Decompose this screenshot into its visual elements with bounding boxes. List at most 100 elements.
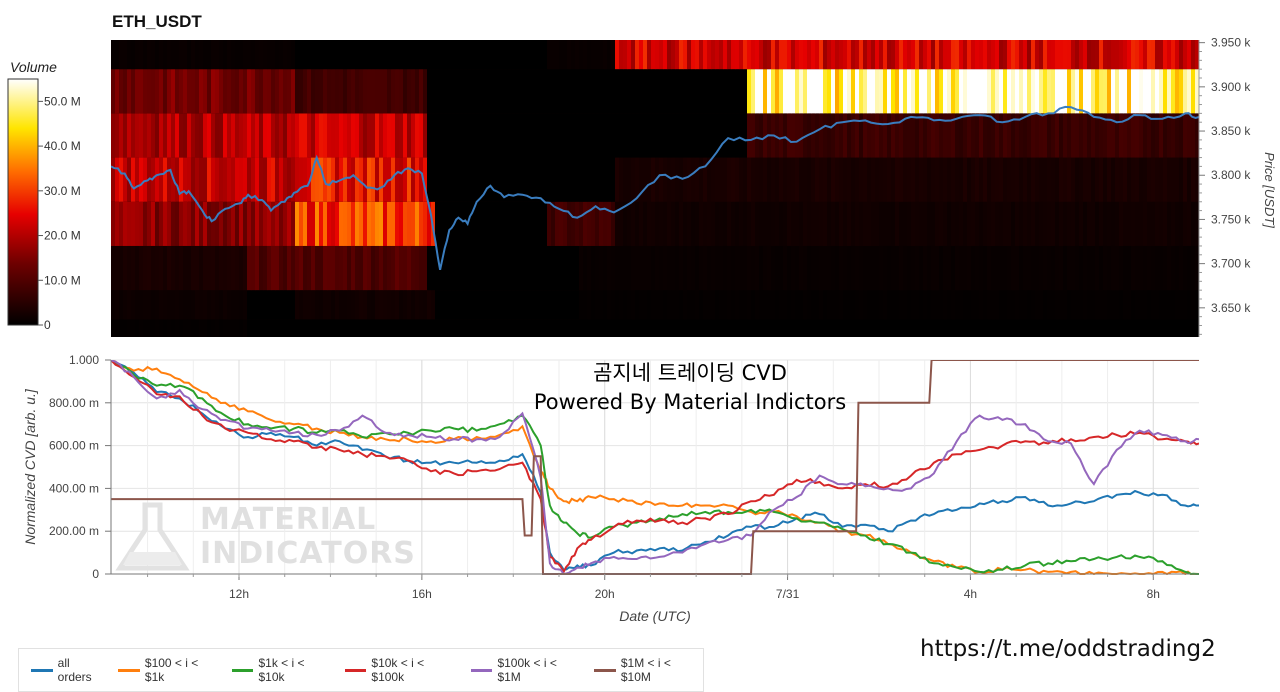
heatmap-cell <box>1111 245 1116 291</box>
heatmap-cell <box>191 290 196 320</box>
heatmap-cell <box>463 290 468 320</box>
heatmap-cell <box>763 290 768 320</box>
price-tick-label: 3.900 k <box>1211 80 1251 94</box>
heatmap-cell <box>467 40 472 70</box>
heatmap-cell <box>767 157 772 202</box>
heatmap-cell <box>1091 245 1096 291</box>
heatmap-cell <box>231 40 236 70</box>
heatmap-cell <box>1127 201 1132 246</box>
heatmap-cell <box>447 245 452 291</box>
heatmap-cell <box>459 40 464 70</box>
heatmap-cell <box>1191 157 1196 202</box>
heatmap-cell <box>1099 69 1104 114</box>
heatmap-cell <box>287 319 292 337</box>
heatmap-cell <box>219 319 224 337</box>
heatmap-cell <box>423 319 428 337</box>
legend-item[interactable]: $100k < i < $1M <box>470 649 582 691</box>
heatmap-cell <box>1159 201 1164 246</box>
legend-swatch <box>118 668 140 672</box>
heatmap-cell <box>647 290 652 320</box>
heatmap-cell <box>543 245 548 291</box>
heatmap-cell <box>523 157 528 202</box>
heatmap-cell <box>447 157 452 202</box>
heatmap-cell <box>119 157 124 202</box>
heatmap-cell <box>167 157 172 202</box>
heatmap-cell <box>171 40 176 70</box>
heatmap-cell <box>235 245 240 291</box>
footer-url[interactable]: https://t.me/oddstrading2 <box>920 636 1216 662</box>
heatmap-cell <box>555 113 560 158</box>
heatmap-cell <box>443 245 448 291</box>
heatmap-cell <box>863 201 868 246</box>
heatmap-cell <box>923 113 928 158</box>
heatmap-cell <box>1071 201 1076 246</box>
heatmap-cell <box>207 290 212 320</box>
heatmap-cell <box>195 40 200 70</box>
heatmap-cell <box>275 113 280 158</box>
heatmap-cell <box>903 40 908 70</box>
heatmap-cell <box>155 69 160 114</box>
heatmap-cell <box>1175 319 1180 337</box>
heatmap-cell <box>1011 40 1016 70</box>
heatmap-cell <box>363 290 368 320</box>
heatmap-cell <box>1143 157 1148 202</box>
heatmap-cell <box>259 113 264 158</box>
heatmap-cell <box>311 245 316 291</box>
heatmap-cell <box>675 245 680 291</box>
heatmap-cell <box>511 40 516 70</box>
legend-item[interactable]: $1M < i < $10M <box>594 649 703 691</box>
legend-item[interactable]: $100 < i < $1k <box>118 649 220 691</box>
heatmap-cell <box>335 201 340 246</box>
heatmap-cell <box>595 245 600 291</box>
heatmap-cell <box>231 290 236 320</box>
heatmap-cell <box>1023 69 1028 114</box>
heatmap-cell <box>1071 290 1076 320</box>
heatmap-cell <box>411 69 416 114</box>
legend-item[interactable]: all orders <box>31 649 106 691</box>
heatmap-cell <box>291 40 296 70</box>
cvd-x-tick-label: 4h <box>964 587 977 601</box>
heatmap-cell <box>519 157 524 202</box>
heatmap-cell <box>287 290 292 320</box>
heatmap-cell <box>659 69 664 114</box>
heatmap-cell <box>1103 157 1108 202</box>
heatmap-cell <box>531 290 536 320</box>
heatmap-cell <box>943 40 948 70</box>
heatmap-cell <box>207 245 212 291</box>
heatmap-cell <box>335 40 340 70</box>
heatmap-cell <box>567 157 572 202</box>
heatmap-cell <box>895 319 900 337</box>
heatmap-cell <box>1115 69 1120 114</box>
heatmap-cell <box>195 319 200 337</box>
heatmap-cell <box>599 290 604 320</box>
heatmap-cell <box>923 290 928 320</box>
heatmap-cell <box>1011 113 1016 158</box>
heatmap-cell <box>123 40 128 70</box>
heatmap-cell <box>319 40 324 70</box>
heatmap-cell <box>1015 40 1020 70</box>
heatmap-cell <box>235 113 240 158</box>
heatmap-cell <box>539 201 544 246</box>
heatmap-cell <box>223 157 228 202</box>
heatmap-cell <box>675 157 680 202</box>
heatmap-cell <box>463 245 468 291</box>
heatmap-cell <box>155 113 160 158</box>
legend-label: $1k < i < $10k <box>258 656 305 684</box>
heatmap-cell <box>999 157 1004 202</box>
heatmap-cell <box>915 245 920 291</box>
heatmap-cell <box>967 157 972 202</box>
heatmap-cell <box>555 319 560 337</box>
heatmap-cell <box>319 113 324 158</box>
heatmap-cell <box>1015 113 1020 158</box>
heatmap-cell <box>899 157 904 202</box>
legend-item[interactable]: $10k < i < $100k <box>344 649 459 691</box>
legend-item[interactable]: $1k < i < $10k <box>231 649 333 691</box>
heatmap-cell <box>387 40 392 70</box>
heatmap-cell <box>1019 69 1024 114</box>
heatmap-cell <box>883 40 888 70</box>
heatmap-cell <box>679 69 684 114</box>
heatmap-cell <box>599 319 604 337</box>
heatmap-cell <box>467 157 472 202</box>
heatmap-cell <box>467 245 472 291</box>
heatmap-cell <box>815 290 820 320</box>
